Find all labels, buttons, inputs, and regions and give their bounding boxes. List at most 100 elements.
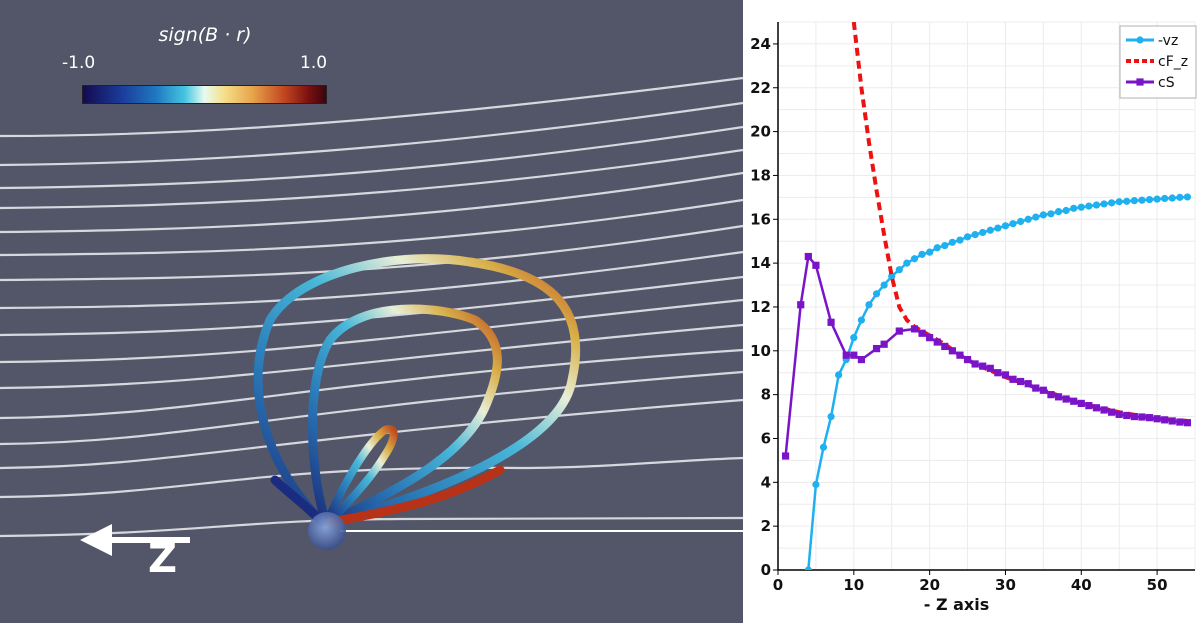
field-line (0, 275, 743, 337)
data-point (918, 329, 926, 337)
data-point (1108, 199, 1116, 207)
data-point (1047, 210, 1055, 218)
chart-legend: -vz cF_z cS (1119, 25, 1197, 99)
y-tick-label: 12 (750, 298, 771, 316)
data-point (1100, 406, 1108, 414)
x-axis-title: - Z axis (924, 595, 990, 614)
data-point (888, 272, 896, 280)
data-point (1168, 417, 1176, 425)
field-line (0, 516, 743, 538)
data-point (941, 342, 949, 351)
data-point (903, 259, 911, 267)
data-point (865, 301, 873, 309)
legend-entry: cS (1126, 75, 1175, 91)
data-point (1138, 196, 1146, 204)
data-point (1077, 203, 1085, 211)
data-point (1017, 377, 1025, 386)
x-tick-label: 10 (843, 576, 864, 594)
data-point (1161, 416, 1169, 424)
legend-entry: -vz (1126, 33, 1178, 49)
data-point (1153, 415, 1161, 423)
data-point (1001, 222, 1010, 230)
data-point (850, 351, 858, 359)
data-point (1115, 410, 1123, 418)
x-tick-label: 30 (995, 576, 1016, 594)
y-tick-label: 16 (750, 210, 771, 228)
y-tick-label: 18 (750, 166, 771, 184)
data-point (1183, 193, 1192, 201)
data-point (1123, 197, 1131, 205)
field-line-render (0, 76, 743, 556)
colorbar-title: sign(B · r) (158, 24, 252, 46)
data-point (1123, 411, 1131, 420)
data-point (910, 255, 919, 263)
data-point (1161, 194, 1169, 203)
data-point (1017, 217, 1025, 226)
legend-box (1119, 25, 1197, 99)
field-line-render-panel: sign(B · r) -1.0 1.0 Z (0, 0, 743, 623)
data-point (986, 364, 994, 372)
y-tick-label: 6 (761, 429, 771, 447)
data-point (986, 226, 994, 234)
legend-label: -vz (1158, 33, 1178, 49)
field-line (0, 198, 743, 257)
data-point (895, 266, 903, 274)
data-point (1032, 384, 1040, 392)
legend-label: cF_z (1158, 54, 1188, 70)
data-point (1092, 201, 1101, 209)
data-point (918, 250, 926, 258)
data-point (857, 316, 865, 324)
data-point (1176, 193, 1184, 201)
field-line (0, 298, 743, 364)
field-line (0, 148, 743, 210)
data-point (812, 261, 820, 269)
data-point (963, 233, 972, 241)
data-point (1062, 206, 1070, 215)
data-point (797, 301, 805, 309)
data-point (1183, 419, 1192, 427)
data-point (1047, 391, 1055, 399)
data-point (827, 318, 835, 326)
field-line (0, 125, 743, 190)
data-point (850, 334, 858, 342)
data-point (835, 371, 843, 379)
loop-footpoint-right (325, 465, 505, 527)
y-tick-label: 2 (761, 517, 771, 535)
data-point (1100, 200, 1108, 208)
data-point (1108, 408, 1116, 416)
data-point (926, 334, 934, 342)
data-point (857, 355, 865, 364)
data-point (933, 338, 941, 346)
inner-loop (324, 425, 398, 526)
data-point (941, 241, 949, 250)
data-point (895, 327, 903, 335)
data-point (1145, 195, 1154, 204)
x-tick-label: 40 (1071, 576, 1092, 594)
legend-label: cS (1158, 75, 1175, 91)
data-point (804, 566, 812, 570)
legend-marker (1136, 78, 1144, 86)
data-point (1070, 204, 1078, 212)
solar-wind-field-lines (0, 76, 743, 538)
data-point (1024, 380, 1032, 388)
data-point (971, 360, 979, 368)
data-point (979, 228, 987, 237)
colorbar-max-label: 1.0 (300, 53, 328, 73)
series-cs (781, 252, 1192, 460)
data-point (1039, 386, 1047, 394)
y-tick-label: 4 (761, 473, 771, 491)
field-line (0, 171, 743, 234)
data-point (994, 224, 1002, 232)
colorbar-min-label: -1.0 (62, 53, 96, 73)
data-point (1115, 198, 1123, 206)
data-point (1176, 418, 1184, 426)
data-point (933, 244, 941, 252)
series--vz (804, 193, 1192, 570)
y-tick-label: 0 (761, 561, 771, 579)
x-tick-label: 0 (773, 576, 783, 594)
data-point (1070, 397, 1078, 405)
field-line (0, 323, 743, 390)
data-point (948, 238, 956, 246)
data-point (880, 281, 888, 289)
